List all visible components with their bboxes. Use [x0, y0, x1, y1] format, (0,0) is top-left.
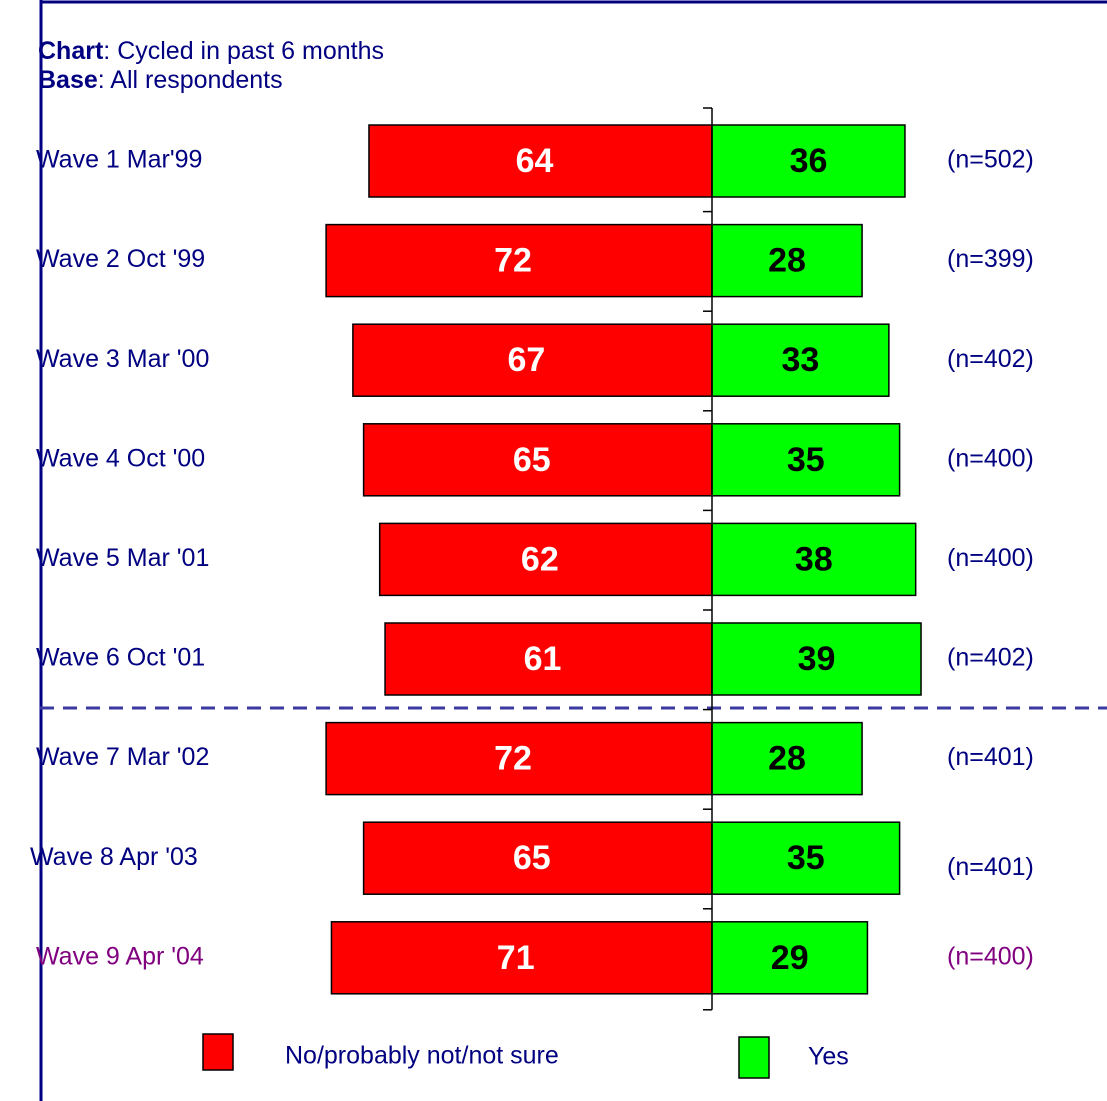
subtitle: Base: All respondents [38, 66, 283, 94]
bar [362, 423, 713, 497]
legend-swatch [738, 1036, 770, 1079]
bar [711, 522, 917, 597]
bar [711, 921, 869, 995]
annotation: (n=400) [947, 942, 1034, 970]
annotation: (n=402) [947, 644, 1034, 672]
annotation: (n=402) [947, 345, 1034, 373]
annotation: (n=399) [947, 245, 1034, 273]
data-label: 65 [513, 441, 551, 479]
bar [711, 323, 890, 397]
category-label: Wave 2 Oct '99 [36, 245, 205, 273]
title-label: Chart [38, 37, 104, 65]
bar [378, 522, 713, 597]
data-label: 62 [521, 540, 559, 578]
bar [711, 622, 922, 696]
data-label: 61 [524, 640, 562, 678]
category-label: Wave 7 Mar '02 [36, 743, 209, 771]
data-label: 64 [516, 142, 554, 180]
subtitle-text: : All respondents [98, 66, 283, 94]
bar [711, 721, 863, 796]
category-label: Wave 9 Apr '04 [36, 942, 204, 970]
bar [384, 622, 713, 696]
legend-label: No/probably not/not sure [285, 1042, 559, 1070]
bar [711, 124, 906, 198]
category-label: Wave 4 Oct '00 [36, 444, 205, 472]
data-label: 29 [771, 939, 809, 977]
subtitle-label: Base [38, 66, 98, 94]
annotation: (n=400) [947, 444, 1034, 472]
category-label: Wave 1 Mar'99 [36, 146, 202, 174]
bar [325, 721, 713, 796]
data-label: 39 [798, 640, 836, 678]
bar [711, 223, 863, 298]
data-label: 35 [787, 839, 825, 877]
data-label: 28 [768, 740, 806, 778]
bar [352, 323, 713, 397]
bar [362, 821, 713, 895]
bar [711, 423, 901, 497]
bar [325, 223, 713, 298]
category-label: Wave 8 Apr '03 [30, 843, 198, 871]
data-label: 72 [494, 740, 532, 778]
bar [711, 821, 901, 895]
category-label: Wave 3 Mar '00 [36, 345, 209, 373]
data-label: 71 [497, 939, 535, 977]
data-label: 65 [513, 839, 551, 877]
annotation: (n=401) [947, 853, 1034, 881]
data-label: 38 [795, 540, 833, 578]
legend-label: Yes [808, 1043, 849, 1071]
category-label: Wave 5 Mar '01 [36, 544, 209, 572]
title: Chart: Cycled in past 6 months [38, 37, 384, 65]
data-label: 33 [782, 341, 820, 379]
annotation: (n=401) [947, 743, 1034, 771]
data-label: 72 [494, 242, 532, 280]
data-label: 35 [787, 441, 825, 479]
bar [330, 921, 713, 995]
data-label: 67 [508, 341, 546, 379]
data-label: 28 [768, 242, 806, 280]
title-text: : Cycled in past 6 months [103, 37, 384, 65]
legend-swatch [202, 1033, 234, 1071]
annotation: (n=400) [947, 544, 1034, 572]
bar [368, 124, 713, 198]
annotation: (n=502) [947, 146, 1034, 174]
data-label: 36 [790, 142, 828, 180]
category-label: Wave 6 Oct '01 [36, 644, 205, 672]
